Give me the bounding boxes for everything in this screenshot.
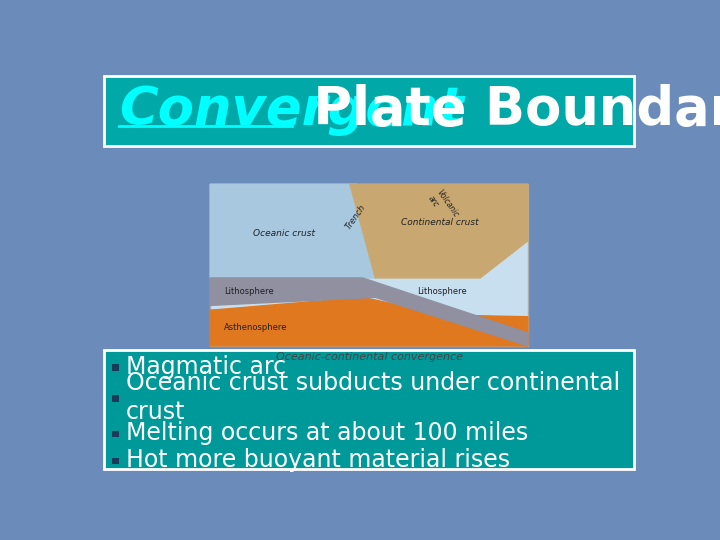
Text: Plate Boundary: Plate Boundary (295, 84, 720, 136)
Text: Asthenosphere: Asthenosphere (224, 323, 287, 332)
FancyBboxPatch shape (112, 430, 119, 437)
Text: Magmatic arc: Magmatic arc (126, 355, 286, 379)
Polygon shape (210, 298, 528, 346)
FancyBboxPatch shape (112, 364, 119, 372)
FancyBboxPatch shape (112, 457, 119, 464)
Text: Volcanic
arc: Volcanic arc (426, 188, 460, 225)
FancyBboxPatch shape (112, 395, 119, 402)
Text: Convergent: Convergent (120, 84, 464, 136)
Text: Trench: Trench (343, 203, 367, 232)
Text: Melting occurs at about 100 miles: Melting occurs at about 100 miles (126, 421, 528, 445)
Text: Oceanic crust: Oceanic crust (253, 229, 315, 238)
FancyBboxPatch shape (104, 76, 634, 146)
Text: Oceanic crust subducts under continental
crust: Oceanic crust subducts under continental… (126, 371, 620, 424)
Text: Oceanic-continental convergence: Oceanic-continental convergence (276, 352, 462, 362)
Text: Lithosphere: Lithosphere (224, 287, 274, 296)
Text: Hot more buoyant material rises: Hot more buoyant material rises (126, 448, 510, 472)
Text: Lithosphere: Lithosphere (417, 287, 467, 296)
FancyBboxPatch shape (104, 350, 634, 469)
Polygon shape (210, 184, 375, 278)
FancyBboxPatch shape (210, 184, 528, 346)
Text: Continental crust: Continental crust (401, 218, 478, 227)
Polygon shape (210, 310, 528, 346)
Polygon shape (350, 184, 528, 278)
Polygon shape (210, 278, 528, 346)
